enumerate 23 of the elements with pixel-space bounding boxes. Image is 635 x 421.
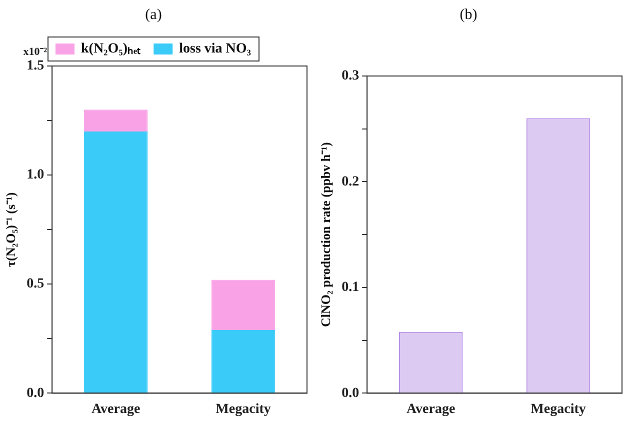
y-tick-label: 0.0 — [26, 386, 44, 401]
y-axis-title: ClNO₂ production rate (ppbv h⁻¹) — [318, 142, 334, 328]
x-tick-label: Average — [91, 402, 140, 418]
bar — [84, 131, 148, 393]
y-tick-label: 1.5 — [26, 58, 44, 74]
chart-title: (a) — [145, 6, 162, 23]
y-tick-label: 0.3 — [342, 68, 360, 84]
x-tick-label: Megacity — [216, 402, 271, 418]
legend-label: k(N₂O₅)ₕₑₜ — [81, 42, 142, 57]
x-tick-label: Average — [406, 402, 456, 418]
bar — [211, 330, 276, 393]
y-axis-title: τ(N₂O₅)⁻¹ (s⁻¹) — [3, 192, 18, 267]
y-tick-label: 1.0 — [26, 168, 44, 183]
bar — [84, 110, 148, 132]
text: x10⁻² — [23, 46, 48, 58]
y-tick-label: 0.0 — [342, 386, 360, 401]
y-tick-label: 0.1 — [342, 280, 360, 296]
legend-label: loss via NO₃ — [179, 42, 251, 57]
x-tick-label: Megacity — [530, 402, 586, 418]
y-tick-label: 0.2 — [342, 174, 360, 190]
y-tick-label: 0.5 — [26, 276, 44, 292]
bar — [211, 280, 276, 330]
chart-title: (b) — [460, 6, 478, 23]
